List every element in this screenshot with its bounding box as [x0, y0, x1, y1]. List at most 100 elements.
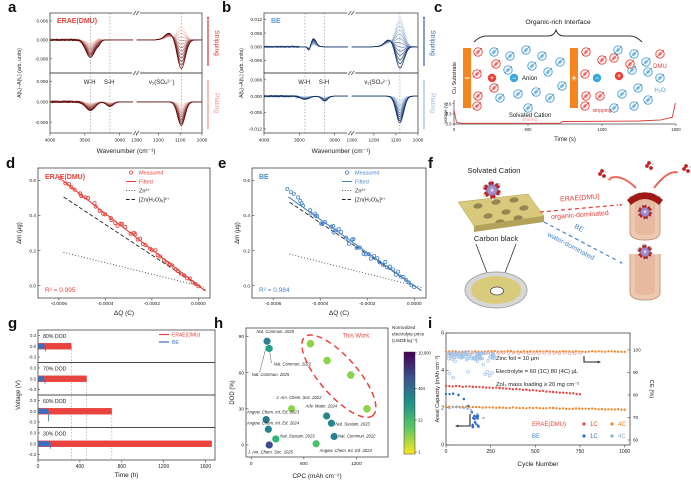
- panel-label-d: d: [6, 155, 16, 172]
- x-tick-label: 1200: [369, 138, 380, 144]
- reference-label: Angew. Chem. Int. Ed. 2024: [246, 420, 300, 425]
- y-tick-label: 0.3: [30, 333, 37, 338]
- dod-label: 30% DOD: [43, 432, 67, 438]
- colorbar-tick: 22: [418, 418, 423, 423]
- fitted-line: [288, 196, 422, 292]
- panel-title: BE: [271, 18, 281, 25]
- splash-right: [653, 171, 677, 189]
- literature-point: [272, 435, 280, 443]
- be-voltage-band: [38, 408, 48, 414]
- spectra-curves-plating: [50, 100, 202, 126]
- panel-label-b: b: [222, 0, 232, 16]
- be-tail-point: [475, 415, 479, 418]
- x-tick-label: 3500: [294, 138, 305, 144]
- panel-title: ERAE(DMU): [57, 18, 97, 25]
- y-tick-label: 0.2: [29, 248, 36, 254]
- right-y-axis-label: CE (%): [648, 380, 654, 399]
- x-tick-label: 1000: [413, 138, 424, 144]
- literature-point: [265, 344, 273, 353]
- legend-measured: Measured: [139, 171, 163, 177]
- this-work-ellipse: [301, 334, 377, 419]
- x-tick-label: 500: [531, 449, 540, 455]
- plot-frame: [37, 167, 211, 299]
- volt-y-label: Voltage (V): [444, 102, 448, 123]
- dipole-ion-icon: [595, 91, 605, 101]
- x-tick-label: 1000: [619, 449, 630, 455]
- dod-label: 80% DOD: [43, 334, 67, 340]
- y-axis-label: DOD (%): [230, 380, 236, 404]
- y-tick-label: 60: [239, 370, 245, 376]
- be-voltage-band: [38, 441, 50, 447]
- colorbar-tick: 10,000: [418, 351, 431, 356]
- right-tick-label: 90: [633, 370, 639, 375]
- x-tick-label: 750: [576, 449, 585, 455]
- y-tick-label: -0.006: [249, 110, 262, 115]
- carbon-black-label: Carbon black: [474, 234, 518, 243]
- panel-label-f: f: [428, 155, 433, 172]
- legend-name: BE: [532, 434, 540, 440]
- panel-i-cycle-performance: 0 2 4 6 60 70 80 90 100 0 250 500 750 1000 Cycle Numbe…: [434, 318, 691, 483]
- legend-rate: 1C: [590, 434, 598, 440]
- minus-sign: −: [464, 73, 469, 83]
- anion-label: Anion: [522, 76, 537, 82]
- literature-point: [262, 416, 270, 424]
- reference-label: Nat. Commun. 2025: [257, 329, 295, 334]
- panel-title: BE: [259, 174, 269, 181]
- x-tick-label: 0.0000: [407, 301, 422, 307]
- panel-c-interface-schematic: Organic-rich Interface Cu Substrate − + − + − +…: [443, 2, 691, 158]
- dipole-ion-icon: [641, 57, 651, 67]
- dipole-ion-icon: [545, 93, 555, 103]
- panel-label-i: i: [428, 315, 433, 332]
- left-tick-label: 6: [441, 331, 444, 337]
- stripping-label: Stripping: [213, 30, 220, 56]
- text-label: +: [617, 74, 621, 80]
- be-voltage-band: [38, 343, 45, 349]
- be-tail-point: [473, 414, 476, 418]
- legend-be: BE: [172, 340, 179, 346]
- slab-pore: [519, 205, 529, 211]
- zn2-line: [63, 251, 206, 288]
- panel-d-eqcm-erae: -0.0006 -0.0004 -0.0002 0.0000 0.0 0.2 0.4 0.6 Δ…: [14, 158, 224, 320]
- y-tick-label: 0.0: [29, 283, 36, 289]
- y-tick-label: 0.0: [30, 344, 37, 349]
- left-axis-pointer: [458, 414, 471, 427]
- y-tick-label: 0.006: [37, 79, 49, 84]
- x-tick-label: 4000: [45, 138, 56, 144]
- dipole-ion-icon: [523, 103, 533, 113]
- plot-frame: [251, 167, 427, 299]
- stripping-phase-label: stripping: [593, 108, 612, 114]
- erae-arrow: [539, 204, 619, 213]
- znh2o6-line: [63, 196, 206, 291]
- legend-zn2: Zn²⁺: [355, 188, 366, 195]
- dipole-ion-icon: [581, 91, 591, 101]
- this-work-point: [323, 356, 331, 365]
- left-tick-label: 4: [441, 368, 444, 374]
- ejected-molecules: [682, 164, 691, 173]
- anion-dot: [592, 73, 602, 83]
- y-tick-label: 90: [239, 334, 245, 340]
- literature-point: [264, 425, 272, 433]
- volt-x-tick: 0: [453, 127, 456, 132]
- y-tick-label: 30: [239, 406, 245, 412]
- disc-zoom-spot: [490, 286, 504, 296]
- text-label: +: [643, 250, 647, 256]
- y-tick-label: 0.2: [243, 248, 250, 254]
- dmu-cap: [627, 192, 663, 205]
- dipole-ion-icon: [503, 65, 513, 75]
- dipole-ion-icon: [629, 49, 639, 59]
- x-tick-label: 400: [76, 464, 85, 470]
- y-tick-label: 0.3: [30, 366, 37, 371]
- reference-label: Nat. Sustain. 2023: [280, 434, 315, 439]
- interface-title: Organic-rich Interface: [525, 19, 591, 26]
- erae-voltage-band: [38, 375, 87, 382]
- reference-label: Adv. Mater. 2024: [305, 404, 338, 409]
- data-series: [444, 405, 626, 411]
- carbon-slab-edge: [474, 216, 544, 232]
- x-tick-label: 1200: [351, 461, 362, 467]
- electrode-positive: [570, 48, 578, 108]
- reference-label: J. Am. Chem. Soc. 2025: [247, 449, 294, 454]
- erae-voltage-band: [38, 408, 112, 415]
- x-tick-label: 3000: [114, 138, 125, 144]
